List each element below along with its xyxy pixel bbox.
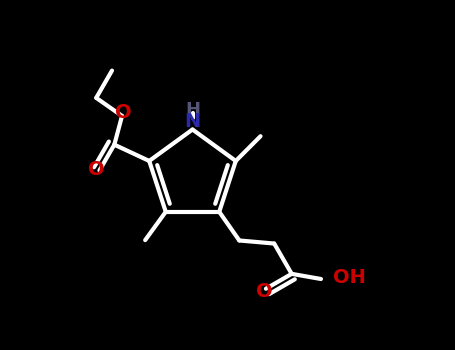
Text: O: O	[256, 282, 272, 301]
Text: OH: OH	[333, 268, 365, 287]
Text: N: N	[184, 112, 201, 131]
Text: H: H	[185, 101, 200, 119]
Text: O: O	[88, 160, 104, 179]
Text: O: O	[116, 103, 132, 122]
